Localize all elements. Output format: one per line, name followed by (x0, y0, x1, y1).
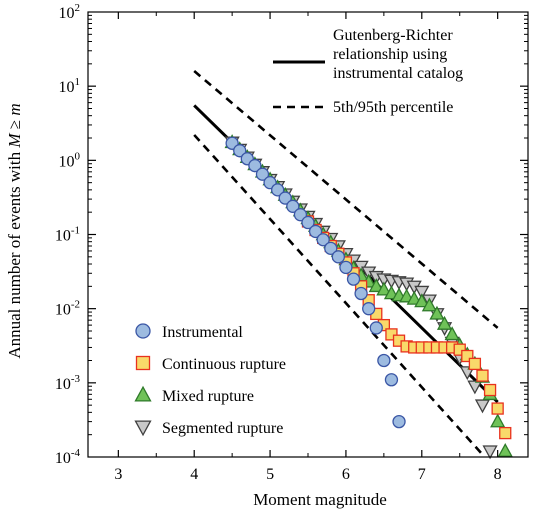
x-tick-label: 7 (418, 466, 426, 483)
legend-segmented-rupture-label: Segmented rupture (162, 420, 283, 437)
instrumental-point (354, 286, 368, 301)
y-tick-label: 101 (59, 76, 81, 96)
mixed-rupture-point (444, 326, 460, 341)
instrumental-point (324, 241, 338, 256)
continuous-rupture-point (476, 369, 489, 382)
legend-markers: Instrumental Continuous rupture Mixed rupt… (134, 323, 286, 437)
y-tick-label: 102 (59, 2, 81, 22)
instrumental-point (293, 208, 308, 222)
y-tick-label: 10-3 (55, 373, 81, 393)
instrumental-point (316, 233, 330, 247)
percentile-line-1 (193, 70, 499, 329)
y-tick-label: 10-4 (55, 447, 81, 467)
x-tick-label: 5 (266, 466, 274, 483)
y-tick-base: 10 (59, 79, 75, 96)
instrumental-point (362, 302, 376, 316)
x-tick-label: 3 (114, 466, 122, 483)
y-tick-base: 10 (55, 302, 71, 319)
legend-instrumental-label: Instrumental (162, 324, 243, 341)
instrumental-point (278, 191, 292, 205)
instrumental-point (255, 167, 270, 181)
instrumental-point (331, 250, 345, 264)
instrumental-point (271, 183, 285, 197)
y-axis-label-var-m: m (5, 103, 24, 115)
mixed-rupture-point (406, 290, 422, 305)
mixed-rupture-point (436, 315, 453, 330)
y-tick-base: 10 (55, 376, 71, 393)
y-axis-label: Annual number of events with M ≥ m (5, 103, 24, 358)
legend-segmented-rupture-marker (134, 420, 152, 437)
continuous-rupture-point (461, 349, 474, 363)
segmented-rupture-point (414, 285, 430, 300)
y-tick-base: 10 (55, 228, 71, 245)
mixed-rupture-point (414, 293, 430, 308)
segmented-rupture-point (474, 399, 491, 414)
x-axis-label: Moment magnitude (253, 490, 387, 509)
instrumental-point (248, 158, 262, 173)
y-tick-label: 10-2 (55, 299, 80, 319)
segmented-rupture-point (482, 445, 498, 460)
instrumental-point (346, 272, 361, 286)
legend-mixed-rupture-label: Mixed rupture (162, 388, 254, 405)
continuous-rupture-point (468, 357, 482, 371)
legend-gr-label-line: relationship using (333, 46, 447, 63)
y-axis-label-ge: ≥ (5, 116, 24, 134)
y-tick-label: 100 (59, 150, 81, 170)
continuous-rupture-point (499, 426, 512, 440)
segmented-rupture-point (467, 380, 483, 395)
mixed-rupture-point (376, 281, 392, 296)
continuous-rupture-point (385, 328, 398, 341)
instrumental-point (308, 224, 323, 239)
mixed-rupture-point (497, 442, 513, 457)
legend-continuous-rupture-marker (135, 355, 151, 371)
mixed-rupture-point (490, 413, 506, 428)
y-tick-base: 10 (59, 5, 75, 22)
y-tick-exponent: -2 (71, 299, 80, 311)
instrumental-point (384, 373, 399, 387)
continuous-rupture-point (491, 402, 504, 415)
instrumental-point (286, 199, 300, 213)
legend-gr-label-line: Gutenberg-Richter (333, 27, 453, 44)
legend-mixed-rupture-marker (134, 385, 152, 402)
legend-continuous-rupture-label: Continuous rupture (162, 356, 286, 373)
y-tick-base: 10 (59, 153, 75, 170)
instrumental-point (392, 414, 406, 429)
percentile-line-2 (193, 134, 486, 458)
x-tick-label: 4 (190, 466, 198, 483)
y-tick-exponent: -1 (71, 225, 80, 237)
mixed-rupture-point (368, 278, 384, 293)
y-tick-exponent: 0 (75, 150, 81, 162)
legend-gr-label-line: instrumental catalog (333, 65, 463, 82)
continuous-rupture-point (453, 343, 466, 356)
y-tick-exponent: 1 (75, 76, 81, 88)
y-tick-exponent: 2 (75, 2, 81, 14)
instrumental-point (233, 144, 247, 158)
y-tick-exponent: -4 (71, 447, 81, 459)
mixed-rupture-point (421, 297, 437, 312)
y-tick-base: 10 (55, 450, 71, 467)
instrumental-point (377, 353, 391, 368)
y-tick-exponent: -3 (71, 373, 81, 385)
mixed-rupture-point (429, 305, 445, 320)
y-axis-label-part-1: Annual number of events with (5, 148, 24, 359)
instrumental-point (369, 321, 383, 335)
y-axis-label-var-M: M (5, 133, 24, 149)
x-tick-label: 6 (342, 466, 350, 483)
legend-lines: Gutenberg-Richter relationship using instr… (273, 27, 463, 116)
y-tick-label: 10-1 (55, 225, 80, 245)
continuous-rupture-point (483, 383, 497, 397)
instrumental-point (339, 260, 353, 275)
legend-percentile-label: 5th/95th percentile (333, 99, 453, 116)
x-tick-label: 8 (494, 466, 502, 483)
data-points (224, 134, 513, 460)
instrumental-point (301, 215, 315, 230)
legend-instrumental-marker (135, 323, 151, 339)
